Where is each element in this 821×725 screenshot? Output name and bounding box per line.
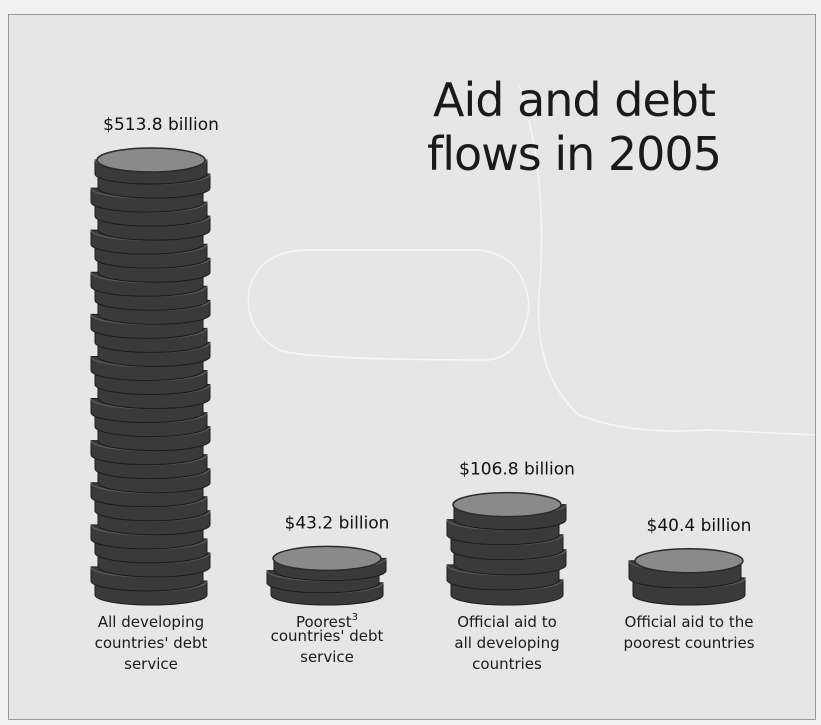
category-label-3: Official aid to all developing countries — [454, 613, 559, 673]
value-label-2: $43.2 billion — [285, 513, 390, 533]
value-label-3: $106.8 billion — [459, 460, 575, 480]
coin-stack-1 — [90, 147, 211, 606]
value-label-4: $40.4 billion — [647, 516, 752, 536]
chart-title: Aid and debt flows in 2005 — [409, 73, 739, 181]
coin-stack-3 — [446, 491, 567, 606]
value-label-1: $513.8 billion — [103, 115, 219, 135]
background-outline — [247, 84, 815, 436]
coin-stack-2 — [266, 545, 387, 606]
category-label-2: Poorest3 countries' debt service — [271, 612, 384, 666]
chart-title-line-1: Aid and debt — [433, 73, 716, 127]
coin-stack-top — [272, 545, 382, 572]
chart-frame: Aid and debt flows in 2005 $513.8 billio… — [8, 14, 816, 720]
coin-stack-top — [634, 548, 744, 574]
coin-stack-4 — [628, 548, 746, 606]
category-label-4: Official aid to the poorest countries — [623, 613, 754, 652]
coin-stack-chart: $513.8 billion All developing countries' d… — [90, 115, 755, 673]
chart-title-line-2: flows in 2005 — [427, 127, 722, 181]
coin-stack-top — [96, 147, 206, 173]
category-label-1: All developing countries' debt service — [95, 613, 208, 673]
coin-stack-top — [452, 491, 562, 518]
